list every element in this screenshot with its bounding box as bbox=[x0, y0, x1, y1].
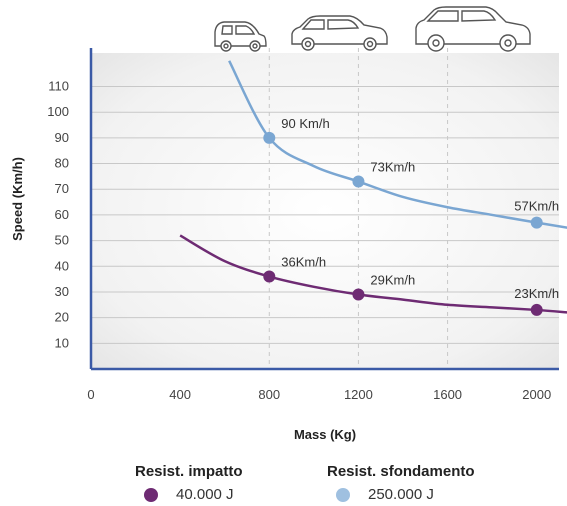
legend-row-impatto: 40.000 J bbox=[135, 486, 243, 503]
data-point bbox=[263, 270, 276, 283]
y-tick-label: 110 bbox=[48, 79, 69, 94]
y-tick-label: 60 bbox=[55, 207, 69, 222]
legend-row-sfondamento: 250.000 J bbox=[327, 486, 475, 503]
x-tick-label: 800 bbox=[258, 387, 280, 402]
series: 90 Km/h 73Km/h 57Km/h 36Km/h 29Km/h 23Km/h bbox=[179, 60, 567, 316]
hatchback-car-icon bbox=[291, 15, 388, 51]
legend-title-impatto: Resist. impatto bbox=[135, 463, 243, 480]
data-label: 73Km/h bbox=[370, 160, 415, 175]
y-tick-label: 10 bbox=[55, 335, 69, 350]
y-tick-label: 50 bbox=[55, 233, 69, 248]
y-tick-label: 20 bbox=[55, 310, 69, 325]
legend-value-impatto: 40.000 J bbox=[176, 486, 234, 503]
y-tick-labels: 10 20 30 40 50 60 70 80 90 100 110 bbox=[47, 79, 69, 351]
data-point bbox=[263, 131, 276, 144]
grid bbox=[91, 48, 559, 369]
data-label: 29Km/h bbox=[370, 273, 415, 288]
suv-car-icon bbox=[415, 6, 531, 52]
y-tick-label: 80 bbox=[55, 156, 69, 171]
legend-sfondamento: Resist. sfondamento 250.000 J bbox=[327, 463, 475, 503]
data-label: 57Km/h bbox=[514, 199, 559, 214]
y-axis-label: Speed (Km/h) bbox=[10, 157, 25, 241]
y-tick-label: 30 bbox=[55, 284, 69, 299]
data-label: 23Km/h bbox=[514, 286, 559, 301]
y-tick-label: 70 bbox=[55, 181, 69, 196]
data-point bbox=[352, 288, 365, 301]
y-tick-label: 90 bbox=[55, 130, 69, 145]
series-line bbox=[179, 234, 567, 314]
data-point bbox=[530, 216, 543, 229]
legend-value-sfondamento: 250.000 J bbox=[368, 486, 434, 503]
legend-title-sfondamento: Resist. sfondamento bbox=[327, 463, 475, 480]
data-label: 90 Km/h bbox=[281, 116, 329, 131]
x-tick-label: 1200 bbox=[344, 387, 373, 402]
legend-marker-sfondamento bbox=[336, 487, 350, 502]
data-point bbox=[352, 175, 365, 188]
legend-impatto: Resist. impatto 40.000 J bbox=[135, 463, 243, 503]
x-tick-label: 2000 bbox=[522, 387, 551, 402]
y-tick-label: 100 bbox=[47, 104, 69, 119]
data-point bbox=[530, 303, 543, 316]
plot-background bbox=[91, 53, 559, 369]
x-tick-label: 1600 bbox=[433, 387, 462, 402]
y-tick-label: 40 bbox=[55, 258, 69, 273]
legend-marker-impatto bbox=[144, 487, 158, 502]
data-label: 36Km/h bbox=[281, 255, 326, 270]
x-axis-label: Mass (Kg) bbox=[294, 427, 356, 442]
x-tick-label: 0 bbox=[87, 387, 94, 402]
small-car-icon bbox=[214, 21, 267, 52]
x-tick-label: 400 bbox=[169, 387, 191, 402]
chart: 0 400 800 1200 1600 2000 10203040506070809010… bbox=[10, 6, 567, 442]
x-tick-labels: 0 400 800 1200 1600 2000 bbox=[87, 387, 551, 402]
